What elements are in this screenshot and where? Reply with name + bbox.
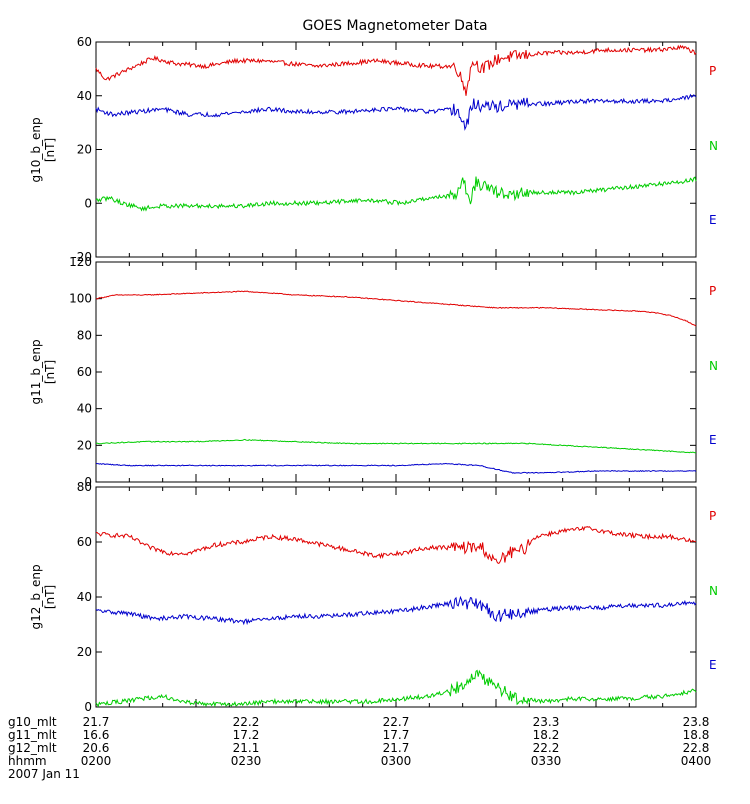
panel-1-series-n: [95, 93, 697, 131]
panel-1-legend-n: N: [709, 139, 718, 153]
panel-1-series-e: [95, 176, 697, 212]
x-row-label-2: g11_mlt: [8, 728, 57, 742]
x-row-label-4: hhmm: [8, 754, 47, 768]
panel-1-ytick-label-4: 40: [77, 89, 92, 103]
x-row-2-val-3: 17.7: [383, 728, 410, 742]
x-row-4-val-1: 0200: [81, 754, 112, 768]
panel-1-ytick-label-3: 20: [77, 143, 92, 157]
x-row-1-val-1: 21.7: [83, 715, 110, 729]
panel-2-ytick-label-3: 40: [77, 402, 92, 416]
x-row-2-val-5: 18.8: [683, 728, 710, 742]
panel-1-ylabel: g10_b_enp: [29, 117, 43, 182]
panel-3-ytick-label-4: 60: [77, 535, 92, 549]
panel-3-ytick-label-2: 20: [77, 645, 92, 659]
panel-3-series-n: [95, 595, 697, 626]
x-row-1-val-5: 23.8: [683, 715, 710, 729]
panel-2-legend-p: P: [709, 284, 716, 298]
x-row-3-val-4: 22.2: [533, 741, 560, 755]
x-row-label-1: g10_mlt: [8, 715, 57, 729]
x-row-3-val-5: 22.8: [683, 741, 710, 755]
panel-2-legend-e: E: [709, 433, 717, 447]
x-row-3-val-1: 20.6: [83, 741, 110, 755]
x-row-3-val-3: 21.7: [383, 741, 410, 755]
panel-3-legend-p: P: [709, 509, 716, 523]
panel-2-ytick-label-7: 120: [69, 255, 92, 269]
x-row-label-3: g12_mlt: [8, 741, 57, 755]
x-axis-labels: g10_mlt g11_mlt g12_mlt hhmm 2007 Jan 11…: [8, 715, 711, 781]
x-row-1-val-3: 22.7: [383, 715, 410, 729]
panel-1-yunit: [nT]: [43, 138, 57, 162]
x-row-3-val-2: 21.1: [233, 741, 260, 755]
panel-3-frame: [95, 486, 697, 708]
panel-2-series-p: [95, 290, 697, 327]
panel-1-ytick-label-5: 60: [77, 35, 92, 49]
panel-2-legend-n: N: [709, 359, 718, 373]
x-row-4-val-2: 0230: [231, 754, 262, 768]
x-row-4-val-3: 0300: [381, 754, 412, 768]
panel-2-frame: [95, 261, 697, 483]
x-row-2-val-4: 18.2: [533, 728, 560, 742]
panel-1-ytick-label-2: 0: [84, 196, 92, 210]
x-row-4-val-4: 0330: [531, 754, 562, 768]
panels-generated: -20 0 20 40 60 P N E 0 20 40 60 80 100 120 P N E 0 20 40 60 80…: [69, 35, 718, 714]
panel-3-ytick-label-1: 0: [84, 700, 92, 714]
chart-title: GOES Magnetometer Data: [302, 18, 487, 34]
x-row-2-val-1: 16.6: [83, 728, 110, 742]
panel-2-ytick-label-4: 60: [77, 365, 92, 379]
panel-3-ylabel: g12_b_enp: [29, 564, 43, 629]
panel-3-ylabel-group: g12_b_enp [nT]: [29, 564, 57, 629]
x-row-1-val-2: 22.2: [233, 715, 260, 729]
panel-2-yunit: [nT]: [43, 360, 57, 384]
panel-1-legend-e: E: [709, 213, 717, 227]
panel-3-legend-n: N: [709, 584, 718, 598]
date-label: 2007 Jan 11: [8, 767, 80, 781]
panel-2-ytick-label-2: 20: [77, 438, 92, 452]
panel-2-series-n: [95, 438, 697, 454]
panel-2-ylabel: g11_b_enp: [29, 339, 43, 404]
panel-2-ylabel-group: g11_b_enp [nT]: [29, 339, 57, 404]
panel-3-yunit: [nT]: [43, 585, 57, 609]
panel-3-series-p: [95, 525, 697, 565]
panel-1-series-p: [95, 44, 697, 96]
panel-3-legend-e: E: [709, 658, 717, 672]
panel-3-series-e: [95, 669, 697, 708]
panel-2-ytick-label-1: 0: [84, 475, 92, 489]
panel-2-ytick-label-5: 80: [77, 328, 92, 342]
panel-2-ytick-label-6: 100: [69, 292, 92, 306]
panel-1-frame: [95, 41, 697, 258]
panel-3-ytick-label-3: 40: [77, 590, 92, 604]
panel-2-series-e: [95, 462, 697, 474]
panel-1-legend-p: P: [709, 64, 716, 78]
panel-1-ytick-label-1: -20: [72, 250, 92, 264]
x-row-1-val-4: 23.3: [533, 715, 560, 729]
x-row-4-val-5: 0400: [681, 754, 712, 768]
x-row-2-val-2: 17.2: [233, 728, 260, 742]
panel-3-ytick-label-5: 80: [77, 480, 92, 494]
panel-1-ylabel-group: g10_b_enp [nT]: [29, 117, 57, 182]
